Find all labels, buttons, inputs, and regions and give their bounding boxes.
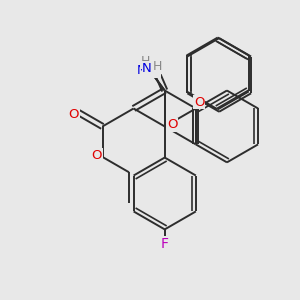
Text: O: O [92, 149, 102, 162]
Text: F: F [161, 237, 169, 251]
Text: O: O [68, 108, 79, 121]
Text: O: O [194, 95, 205, 109]
Text: H: H [153, 61, 162, 74]
Text: N: N [142, 62, 152, 75]
Text: NH₂: NH₂ [136, 64, 160, 77]
Text: O: O [167, 118, 177, 131]
Text: O: O [150, 62, 161, 75]
Text: H: H [140, 56, 150, 68]
